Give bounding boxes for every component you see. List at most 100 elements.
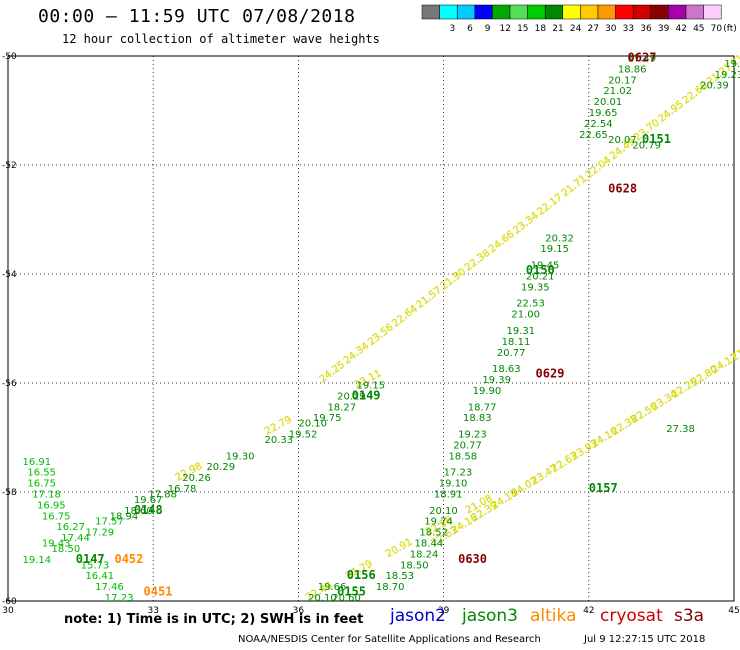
swatch-label: 70 — [711, 24, 723, 34]
swh-value: 18.44 — [415, 539, 444, 550]
swh-value: 21.88 — [729, 43, 740, 69]
swh-value: 19.66 — [318, 582, 347, 593]
swh-value: 20.32 — [545, 233, 574, 244]
swh-value: 18.50 — [400, 560, 429, 571]
legend-cryosat: cryosat — [600, 606, 663, 626]
wave-track: 17.4918.8620.1721.0220.0119.6522.5422.65… — [579, 53, 740, 151]
swh-value: 20.17 — [608, 75, 637, 86]
swh-value: 20.07 — [608, 135, 637, 146]
lat-lon-grid — [7, 55, 735, 602]
swh-value: 24.25 — [318, 359, 347, 385]
pass-time-label: 0147 — [76, 552, 105, 566]
pass-time-label: 0629 — [536, 367, 565, 381]
swh-value: 17.23 — [105, 593, 134, 604]
color-swatch — [632, 4, 652, 20]
swh-value: 19.45 — [531, 261, 560, 272]
swatch-label: 12 — [499, 24, 510, 34]
swh-value: 23.56 — [366, 322, 395, 348]
color-swatch — [562, 4, 581, 20]
legend-jason2: jason2 — [390, 606, 446, 626]
color-swatch — [544, 4, 564, 20]
x-tick-label: 45 — [728, 606, 739, 616]
swh-value: 18.77 — [468, 402, 497, 413]
swatch-label: 42 — [675, 24, 686, 34]
swh-value: 19.52 — [289, 430, 318, 441]
swh-value: 19.67 — [134, 495, 163, 506]
x-tick-label: 33 — [147, 606, 158, 616]
swatch-label: 21 — [552, 24, 563, 34]
swatch-label: 33 — [623, 24, 634, 34]
x-tick-label: 42 — [583, 606, 594, 616]
swh-value: 22.53 — [516, 299, 545, 310]
page-title: 00:00 – 11:59 UTC 07/08/2018 — [38, 6, 356, 27]
swh-value: 19.43 — [42, 539, 71, 550]
color-swatch — [685, 4, 704, 20]
pass-time-labels: 0627 0151 0628 0150 0629 0149 0157 0148 0147 0452… — [76, 50, 671, 598]
swh-value: 18.86 — [618, 64, 647, 75]
pass-time-label: 0151 — [642, 132, 671, 146]
swh-value: 20.10 — [429, 506, 458, 517]
y-tick-label: -60 — [2, 597, 17, 607]
wave-track: 19.1520.2918.2719.7520.1019.5220.3319.30… — [110, 380, 385, 522]
pass-time-label: 0155 — [337, 585, 366, 599]
axis-labels: 30 33 36 39 42 45 -50 -52 -54 -56 -58 -60 — [2, 52, 740, 616]
swh-value: 18.70 — [376, 582, 405, 593]
swatch-label: 39 — [658, 24, 670, 34]
swh-value: 16.95 — [37, 500, 66, 511]
pass-time-label: 0156 — [347, 568, 376, 582]
swatch-label: 18 — [535, 24, 547, 34]
swatch-label: 45 — [693, 24, 704, 34]
swatch-label: 15 — [517, 24, 528, 34]
swh-value: 20.01 — [594, 97, 623, 108]
swh-value: 16.41 — [85, 571, 114, 582]
swh-value: 17.23 — [444, 468, 473, 479]
swh-value: 17.18 — [32, 489, 61, 500]
swh-value: 20.60 — [332, 593, 361, 604]
swh-value: 20.77 — [497, 348, 526, 359]
pass-time-label: 0627 — [628, 50, 657, 64]
color-swatch — [668, 4, 687, 20]
wave-tracks: 17.4918.8620.1721.0220.0119.6522.5422.65… — [23, 53, 740, 604]
color-swatch — [527, 4, 546, 20]
credit-line: NOAA/NESDIS Center for Satellite Applica… — [238, 634, 541, 645]
swh-value: 19.39 — [482, 375, 511, 386]
legend-altika: altika — [530, 606, 577, 626]
swatch-label: 36 — [640, 24, 652, 34]
swh-value: 16.55 — [27, 468, 56, 479]
y-tick-label: -58 — [2, 488, 17, 498]
swh-value: 20.29 — [206, 462, 235, 473]
swh-value: 17.57 — [95, 517, 124, 528]
swh-value: 20.26 — [182, 473, 211, 484]
swh-value: 16.27 — [56, 522, 85, 533]
swh-value: 21.00 — [511, 310, 540, 321]
swh-value: 19.75 — [313, 413, 342, 424]
color-swatch — [509, 4, 528, 20]
units-note: note: 1) Time is in UTC; 2) SWH is in fe… — [64, 612, 364, 627]
swh-value: 18.27 — [327, 402, 356, 413]
swh-value: 20.10 — [298, 419, 327, 430]
swh-value: 21.90 — [439, 266, 468, 292]
swh-value: 19.65 — [589, 108, 618, 119]
color-swatch — [703, 4, 722, 20]
swh-value: 19.74 — [424, 517, 453, 528]
swh-value: 19.35 — [521, 282, 550, 293]
swh-value: 19.15 — [356, 380, 385, 391]
swh-value: 18.58 — [448, 451, 477, 462]
legend-s3a: s3a — [674, 606, 705, 626]
swh-value: 19.15 — [540, 244, 569, 255]
swatch-label: 30 — [605, 24, 617, 34]
swh-value: 22.04 — [584, 155, 613, 181]
swatch-label: 9 — [485, 24, 491, 34]
pass-time-label: 0157 — [589, 481, 618, 495]
color-swatch — [650, 4, 669, 20]
pass-time-label: 0150 — [526, 263, 555, 277]
swh-value: 16.75 — [27, 479, 56, 490]
x-tick-label: 36 — [293, 606, 305, 616]
pass-time-label: 0452 — [114, 552, 143, 566]
s3a-tracks: 24.2524.3423.5622.6421.5721.9022.3824.66… — [174, 43, 740, 604]
swh-value: 19.23 — [715, 70, 740, 81]
swh-value: 21.57 — [415, 285, 444, 311]
